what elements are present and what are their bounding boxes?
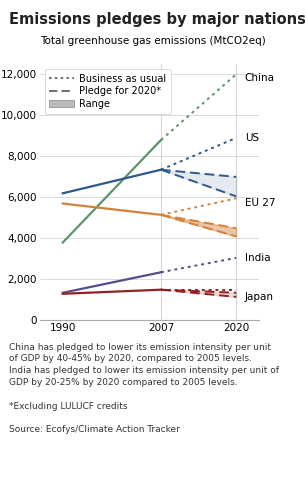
Legend: Business as usual, Pledge for 2020*, Range: Business as usual, Pledge for 2020*, Ran… <box>45 69 170 113</box>
Text: China: China <box>245 73 275 83</box>
Text: Japan: Japan <box>245 292 274 302</box>
Text: Total greenhouse gas emissions (MtCO2eq): Total greenhouse gas emissions (MtCO2eq) <box>40 36 265 46</box>
Text: Emissions pledges by major nations: Emissions pledges by major nations <box>9 12 305 27</box>
Text: US: US <box>245 133 259 143</box>
Text: EU 27: EU 27 <box>245 198 275 208</box>
Text: China has pledged to lower its emission intensity per unit
of GDP by 40-45% by 2: China has pledged to lower its emission … <box>9 343 279 434</box>
Text: India: India <box>245 253 271 263</box>
